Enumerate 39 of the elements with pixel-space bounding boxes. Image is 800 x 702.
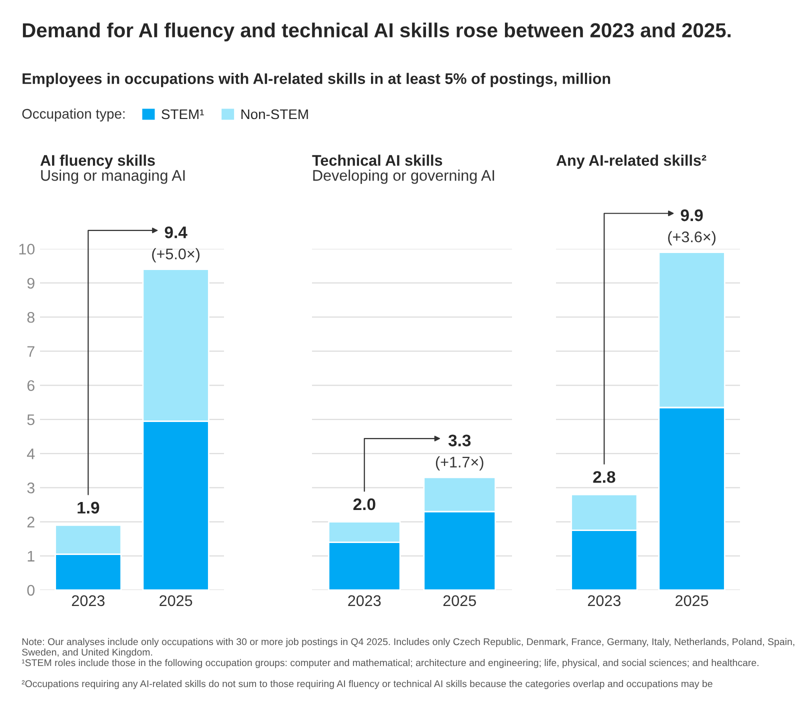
x-tick-label: 2025 xyxy=(443,595,476,606)
chart-title: AI fluency skills xyxy=(40,154,155,169)
y-tick-label: 10 xyxy=(19,244,35,255)
x-tick-label: 2023 xyxy=(72,595,105,606)
text: ²Occupations requiring any AI-related skills do not sum to those requiring AI fluency or technical AI skills because the categories overlap and occupations may be xyxy=(22,680,712,690)
x-tick-label: 2025 xyxy=(676,595,708,606)
legend-label: STEM¹ xyxy=(162,109,204,120)
text: Employees in occupations with AI-related skills in at least 5% of postings, million xyxy=(22,72,610,88)
total-label: 3.3 xyxy=(448,434,471,446)
x-tick-label: 2023 xyxy=(588,595,621,606)
x-tick-label: 2023 xyxy=(348,595,381,606)
legend-title: Occupation type: xyxy=(22,108,125,122)
annotation: (+1.7×) xyxy=(436,456,484,470)
chart-subtitle: Using or managing AI xyxy=(41,170,185,184)
annotation: (+5.0×) xyxy=(152,248,200,262)
chart-title: Technical AI skills xyxy=(312,154,442,166)
y-tick-label: 3 xyxy=(27,482,34,494)
x-tick-label: 2025 xyxy=(160,595,192,606)
y-tick-label: 9 xyxy=(27,278,34,289)
total-label: 9.4 xyxy=(164,226,188,238)
y-tick-label: 0 xyxy=(27,584,35,596)
legend-label: Non-STEM xyxy=(241,109,308,120)
y-tick-label: 5 xyxy=(27,414,34,426)
total-label: 1.9 xyxy=(78,502,100,514)
y-tick-label: 8 xyxy=(27,312,34,323)
y-tick-label: 1 xyxy=(28,550,34,562)
y-tick-label: 7 xyxy=(27,346,34,357)
y-tick-label: 2 xyxy=(27,516,34,528)
total-label: 9.9 xyxy=(680,209,703,222)
y-tick-label: 6 xyxy=(27,380,34,392)
total-label: 2.8 xyxy=(593,471,616,483)
total-label: 2.0 xyxy=(353,498,376,510)
text: Note: Our analyses include only occupations with 30 or more job postings in Q4 2025. Includes only Czech Republic, Denmark, France, Germany, Italy, Netherlands, Poland, Spain, Sweden, and United Kingdom. xyxy=(22,638,794,658)
text: Demand for AI fluency and technical AI skills rose between 2023 and 2025. xyxy=(22,22,731,42)
text: ¹STEM roles include those in the following occupation groups: computer and mathematical; architecture and engineering; life, physical, and social sciences; and healthcare. xyxy=(22,659,758,668)
chart-title: Any AI-related skills² xyxy=(556,154,706,169)
chart-subtitle: Developing or governing AI xyxy=(313,170,494,184)
y-tick-label: 4 xyxy=(26,448,35,460)
annotation: (+3.6×) xyxy=(668,231,716,246)
